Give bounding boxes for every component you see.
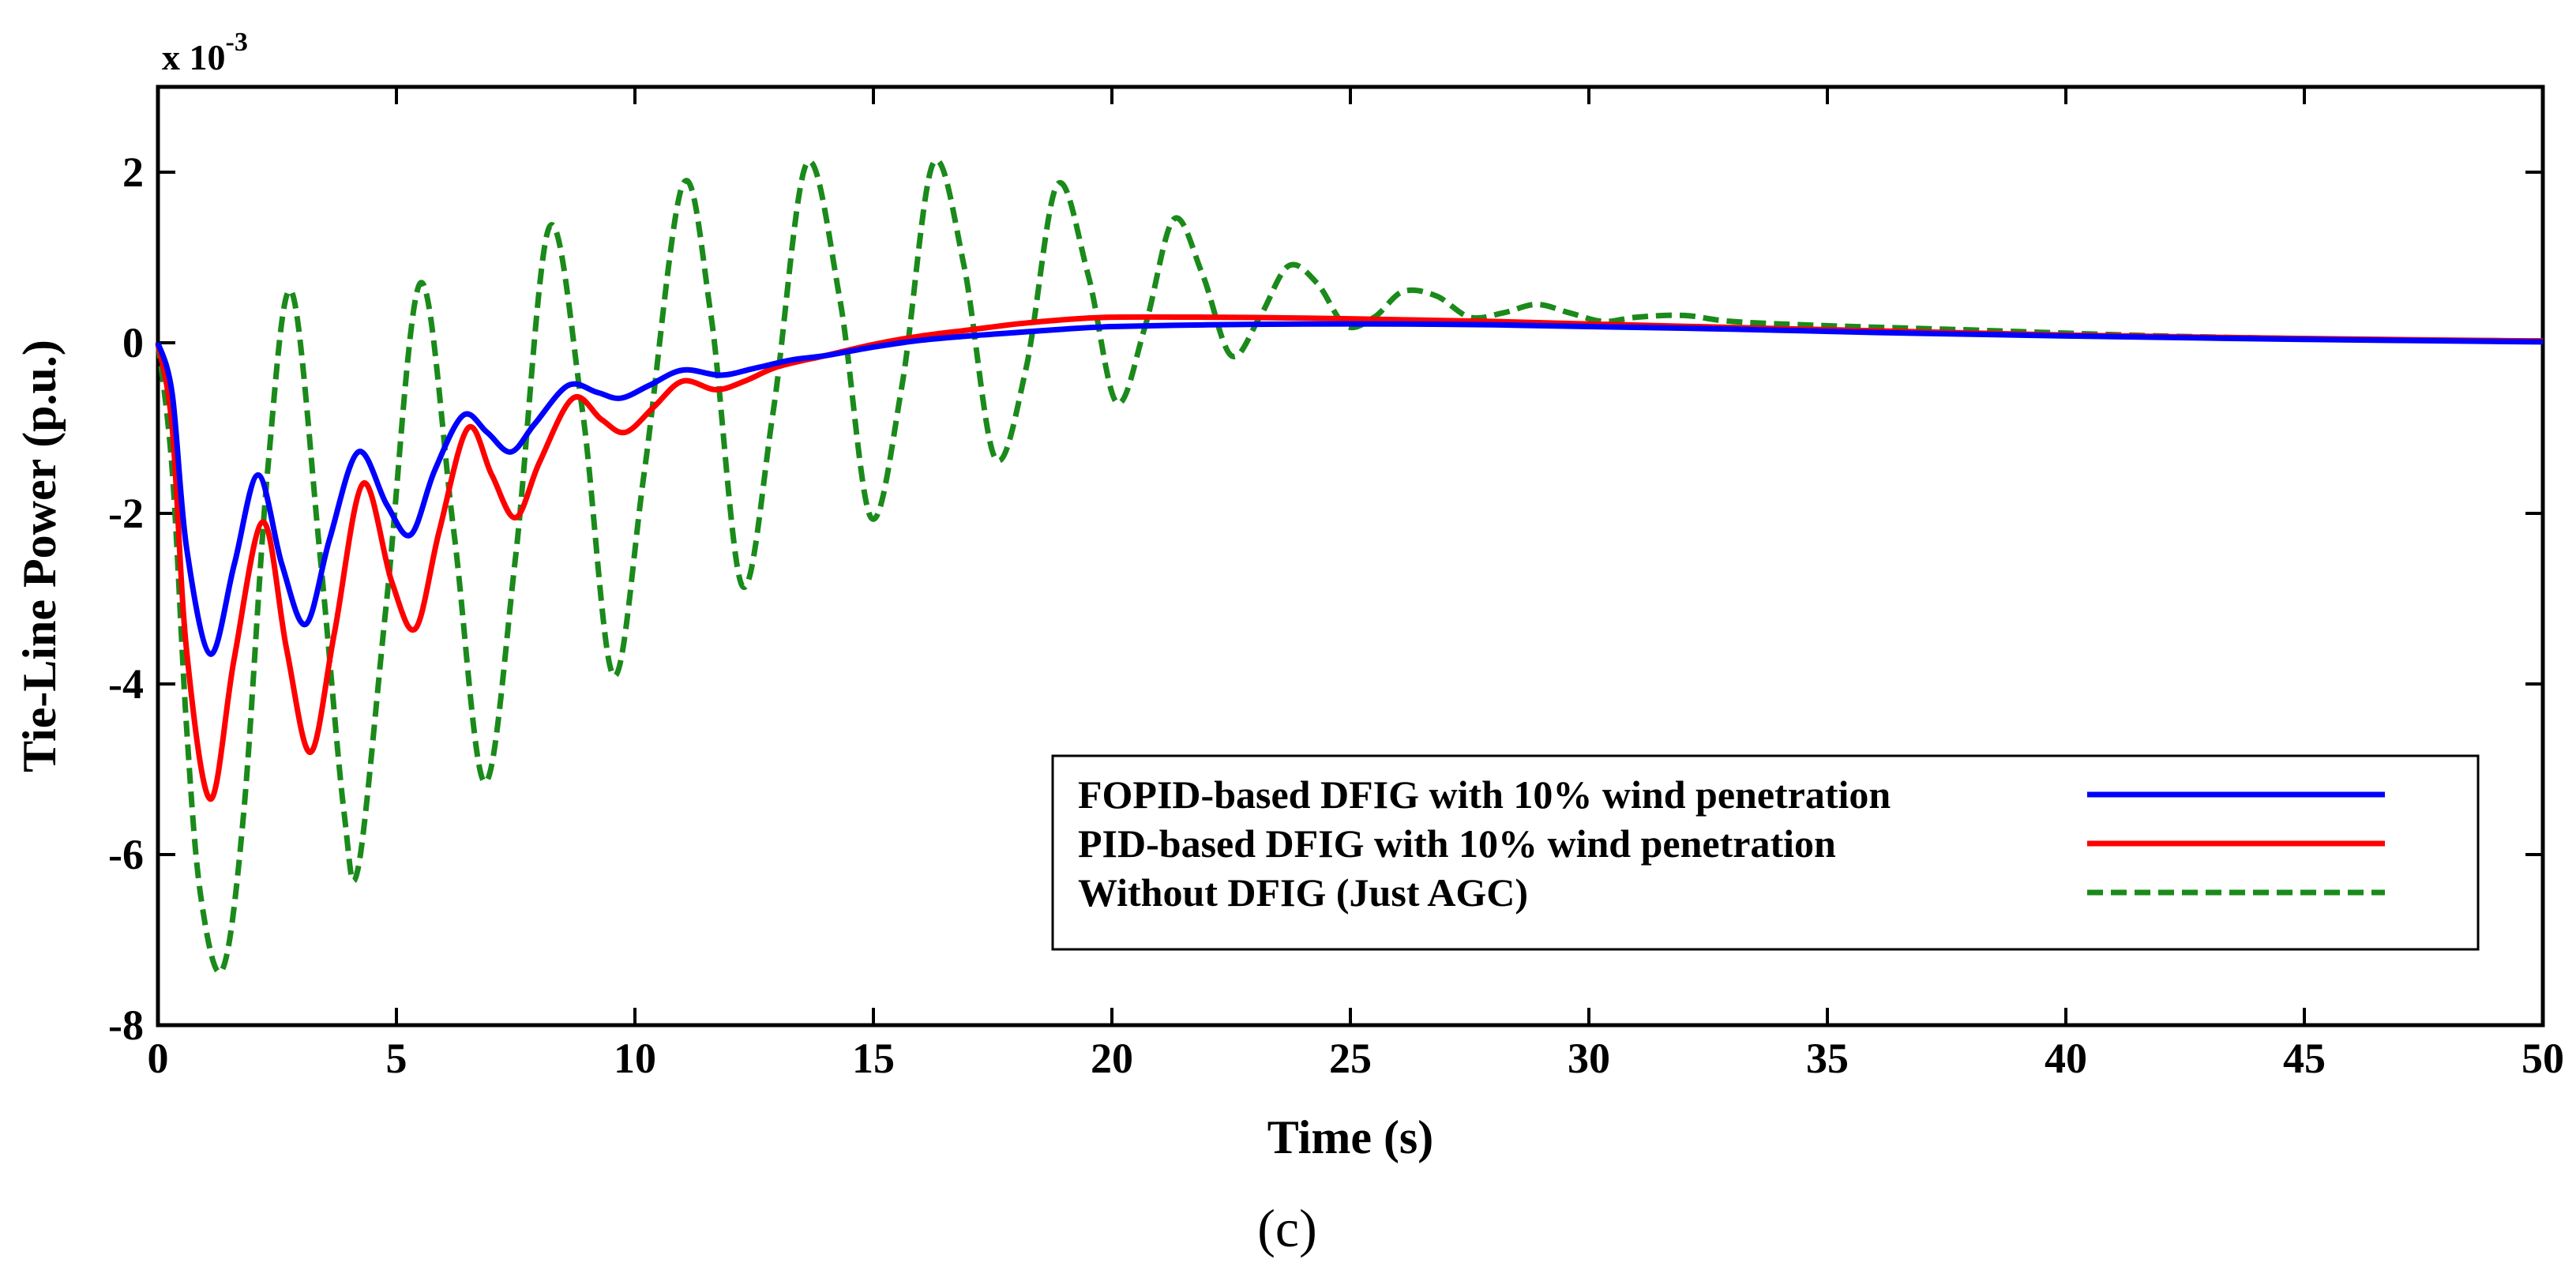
legend-entry-no-dfig-label: Without DFIG (Just AGC)	[1078, 870, 1528, 915]
axis-ticks: 0 5 10 15 20 25 30 35 40 45 50 -8 -6 -4 -2 0 2	[108, 87, 2564, 1082]
y-scale-multiplier: x 10-3	[162, 28, 248, 77]
y-tick-label: -2	[108, 490, 144, 537]
x-tick-label: 45	[2283, 1035, 2326, 1082]
x-tick-label: 30	[1568, 1035, 1610, 1082]
figure-caption: (c)	[1257, 1198, 1316, 1258]
legend-box	[1051, 754, 2480, 951]
x-tick-label: 15	[852, 1035, 895, 1082]
y-tick-label: -4	[108, 660, 144, 708]
legend-entry-fopid-label: FOPID-based DFIG with 10% wind penetrati…	[1078, 772, 1891, 817]
y-scale-base: x 10	[162, 37, 226, 77]
x-tick-label: 5	[386, 1035, 407, 1082]
legend-entries: FOPID-based DFIG with 10% wind penetrati…	[1078, 772, 2385, 915]
legend-entry-pid-label: PID-based DFIG with 10% wind penetration	[1078, 821, 1836, 866]
y-tick-label: 0	[122, 319, 144, 366]
x-tick-label: 10	[614, 1035, 656, 1082]
x-tick-label: 20	[1091, 1035, 1133, 1082]
y-tick-label: -6	[108, 831, 144, 878]
y-tick-label: 2	[122, 148, 144, 196]
y-axis-label: Tie-Line Power (p.u.)	[13, 340, 66, 772]
x-tick-label: 25	[1329, 1035, 1372, 1082]
y-tick-label: -8	[108, 1001, 144, 1049]
series-line-fopid	[155, 321, 2544, 657]
y-scale-exponent: -3	[226, 28, 248, 57]
x-tick-label: 0	[148, 1035, 169, 1082]
series-line-no-dfig	[155, 157, 2544, 975]
x-axis-label: Time (s)	[1267, 1111, 1434, 1163]
x-tick-label: 40	[2045, 1035, 2087, 1082]
x-tick-label: 50	[2522, 1035, 2564, 1082]
x-tick-label: 35	[1806, 1035, 1849, 1082]
legend: FOPID-based DFIG with 10% wind penetrati…	[1051, 754, 2480, 951]
data-series	[155, 157, 2544, 975]
